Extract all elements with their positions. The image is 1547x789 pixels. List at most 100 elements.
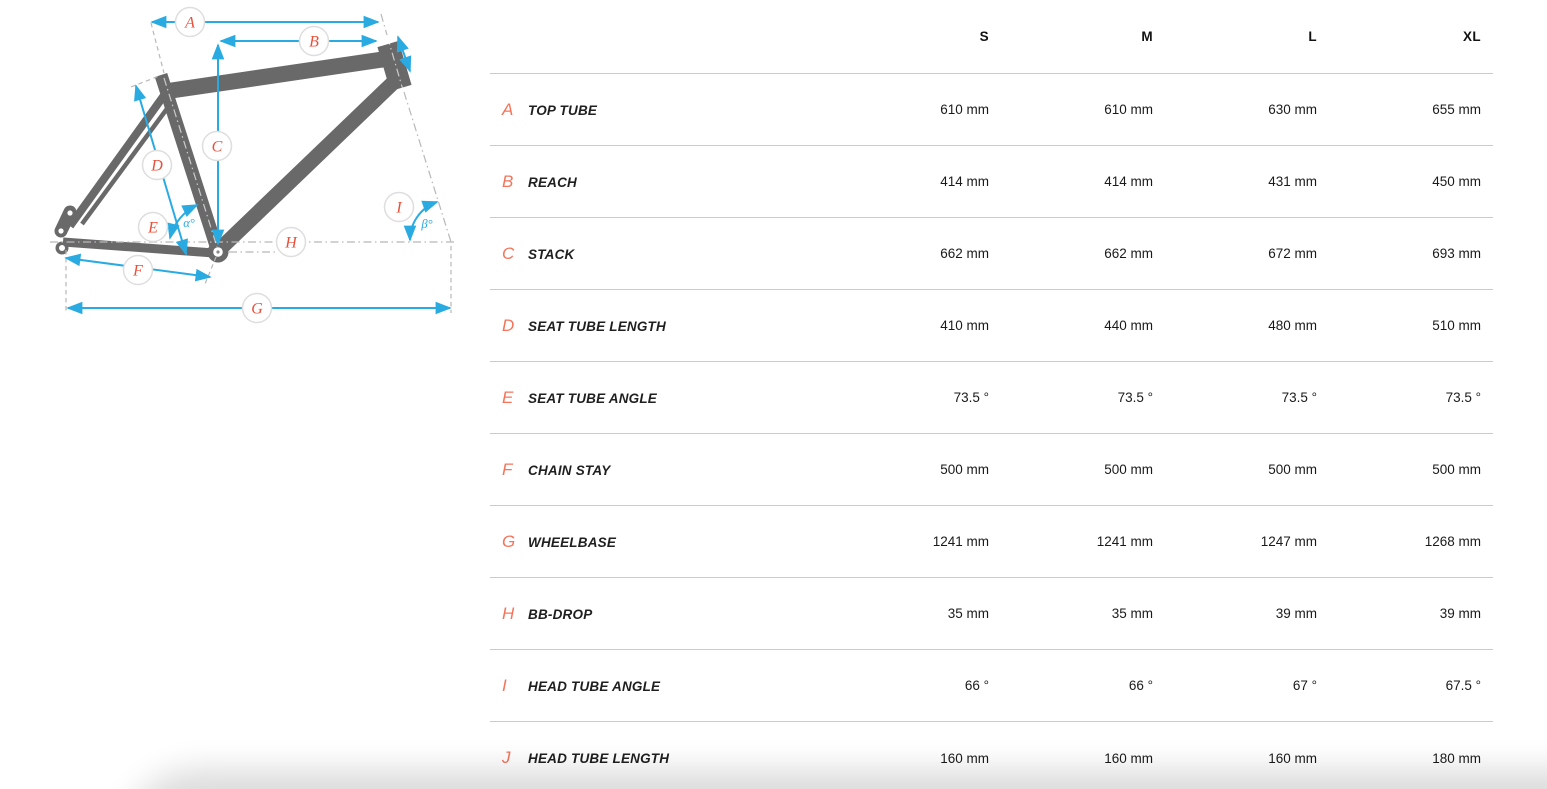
row-letter: G xyxy=(502,531,516,551)
svg-text:H: H xyxy=(284,235,298,252)
cell-value: 500 mm xyxy=(940,462,989,477)
row-header: H BB-DROP xyxy=(490,604,825,624)
cell-value: 67.5 ° xyxy=(1445,678,1481,693)
badge-E: E xyxy=(137,211,169,243)
cell-value: 1247 mm xyxy=(1260,534,1317,549)
cell-value: 510 mm xyxy=(1432,318,1481,333)
table-row: F CHAIN STAY 500 mm 500 mm 500 mm 500 mm xyxy=(490,434,1493,506)
cell-value: 160 mm xyxy=(940,750,989,766)
row-label: WHEELBASE xyxy=(528,534,617,550)
cell-value: 655 mm xyxy=(1432,102,1481,117)
row-header: B REACH xyxy=(490,172,825,192)
cell-value: 66 ° xyxy=(1128,678,1153,693)
cell-value: 662 mm xyxy=(1104,246,1153,261)
table-row: G WHEELBASE 1241 mm 1241 mm 1247 mm 1268 mm xyxy=(490,506,1493,578)
row-header: C STACK xyxy=(490,244,825,264)
cell-value: 410 mm xyxy=(940,318,989,333)
frame-geometry-diagram: α° β° A B C D E F G H I xyxy=(50,6,456,324)
svg-text:I: I xyxy=(395,200,402,217)
arrow-head-tube xyxy=(396,35,412,73)
cell-value: 39 mm xyxy=(1275,606,1317,621)
cell-value: 630 mm xyxy=(1268,102,1317,117)
cell-value: 73.5 ° xyxy=(1281,390,1317,405)
cell-value: 672 mm xyxy=(1268,246,1317,261)
arrow-head-angle xyxy=(403,200,439,242)
table-row: A TOP TUBE 610 mm 610 mm 630 mm 655 mm xyxy=(490,74,1493,146)
cell-value: 440 mm xyxy=(1104,318,1153,333)
svg-text:E: E xyxy=(147,220,158,237)
cell-value: 1241 mm xyxy=(1096,534,1153,549)
svg-text:A: A xyxy=(184,15,195,32)
cell-value: 35 mm xyxy=(947,606,989,621)
badge-H: H xyxy=(275,226,307,258)
beta-angle-label: β° xyxy=(420,217,432,231)
geometry-table: S M L XL A TOP TUBE 610 mm 610 mm 630 mm 65… xyxy=(490,0,1493,789)
cell-value: 35 mm xyxy=(1111,606,1153,621)
cell-value: 431 mm xyxy=(1268,174,1317,189)
row-letter: I xyxy=(502,675,507,695)
size-header-m: M xyxy=(1141,29,1153,44)
row-header: J HEAD TUBE LENGTH xyxy=(490,748,825,768)
row-letter: J xyxy=(502,748,511,767)
row-header: E SEAT TUBE ANGLE xyxy=(490,388,825,408)
cell-value: 160 mm xyxy=(1104,750,1153,766)
row-letter: D xyxy=(502,315,515,335)
arrow-seat-angle xyxy=(167,204,199,240)
table-body: A TOP TUBE 610 mm 610 mm 630 mm 655 mm B RE… xyxy=(490,74,1493,789)
table-row: E SEAT TUBE ANGLE 73.5 ° 73.5 ° 73.5 ° 73.5… xyxy=(490,362,1493,434)
cell-value: 500 mm xyxy=(1432,462,1481,477)
alpha-angle-label: α° xyxy=(183,216,195,230)
svg-text:F: F xyxy=(132,263,143,280)
row-header: A TOP TUBE xyxy=(490,100,825,120)
cell-value: 180 mm xyxy=(1432,750,1481,766)
row-letter: E xyxy=(502,387,514,407)
row-letter: A xyxy=(502,99,514,119)
row-letter: F xyxy=(502,459,513,479)
cell-value: 500 mm xyxy=(1268,462,1317,477)
svg-text:C: C xyxy=(212,139,223,156)
cell-value: 610 mm xyxy=(1104,102,1153,117)
badge-B: B xyxy=(298,25,330,57)
row-header: F CHAIN STAY xyxy=(490,460,825,480)
badge-D: D xyxy=(141,149,173,181)
badge-A: A xyxy=(174,6,206,38)
row-label: REACH xyxy=(528,174,578,190)
row-label: HEAD TUBE LENGTH xyxy=(528,751,670,766)
row-letter: B xyxy=(502,171,514,191)
cell-value: 693 mm xyxy=(1432,246,1481,261)
cell-value: 73.5 ° xyxy=(1445,390,1481,405)
badge-G: G xyxy=(241,292,273,324)
cell-value: 500 mm xyxy=(1104,462,1153,477)
row-label: TOP TUBE xyxy=(528,102,598,118)
badge-F: F xyxy=(122,254,154,286)
row-letter: H xyxy=(502,603,515,623)
table-row: B REACH 414 mm 414 mm 431 mm 450 mm xyxy=(490,146,1493,218)
size-header-l: L xyxy=(1308,29,1317,44)
size-header-s: S xyxy=(979,29,989,44)
row-label: SEAT TUBE LENGTH xyxy=(528,318,666,334)
cell-value: 610 mm xyxy=(940,102,989,117)
table-row: H BB-DROP 35 mm 35 mm 39 mm 39 mm xyxy=(490,578,1493,650)
svg-text:B: B xyxy=(309,34,319,51)
row-letter: C xyxy=(502,243,515,263)
table-row: D SEAT TUBE LENGTH 410 mm 440 mm 480 mm 510… xyxy=(490,290,1493,362)
cell-value: 66 ° xyxy=(964,678,989,693)
cell-value: 1241 mm xyxy=(932,534,989,549)
cell-value: 662 mm xyxy=(940,246,989,261)
cell-value: 414 mm xyxy=(940,174,989,189)
tube-axis-centerlines xyxy=(163,36,404,248)
cell-value: 39 mm xyxy=(1439,606,1481,621)
cell-value: 1268 mm xyxy=(1424,534,1481,549)
row-label: HEAD TUBE ANGLE xyxy=(528,678,661,694)
row-label: STACK xyxy=(528,246,575,262)
row-header: G WHEELBASE xyxy=(490,532,825,552)
row-header: I HEAD TUBE ANGLE xyxy=(490,676,825,696)
cell-value: 414 mm xyxy=(1104,174,1153,189)
table-row: I HEAD TUBE ANGLE 66 ° 66 ° 67 ° 67.5 ° xyxy=(490,650,1493,722)
svg-text:G: G xyxy=(251,301,263,318)
cell-value: 480 mm xyxy=(1268,318,1317,333)
badge-I: I xyxy=(383,191,415,223)
cell-value: 73.5 ° xyxy=(1117,390,1153,405)
cell-value: 67 ° xyxy=(1292,678,1317,693)
